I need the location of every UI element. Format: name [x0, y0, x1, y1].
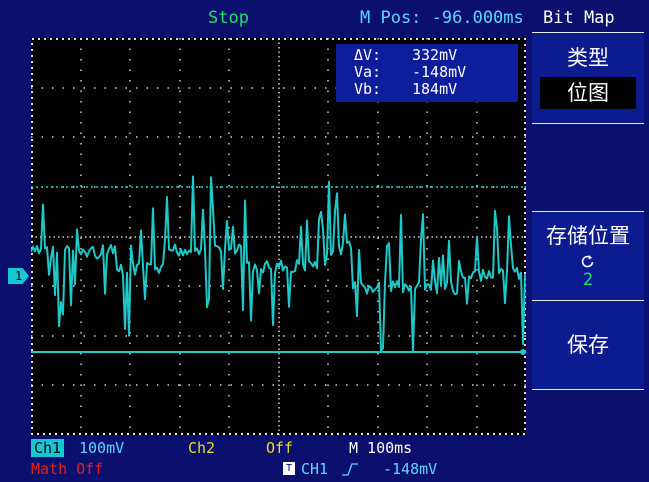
ch2-label[interactable]: Ch2 [188, 439, 216, 457]
delta-v-value: 332mV [412, 46, 458, 64]
va-label: Va: [354, 63, 382, 81]
cursor-readout: ΔV: 332mV Va: -148mV Vb: 184mV [336, 44, 518, 102]
gridlines [31, 38, 526, 435]
graticule [31, 38, 526, 435]
top-bar: Stop M Pos: -96.000ms Bit Map [0, 0, 649, 34]
trigger-level: -148mV [383, 460, 438, 478]
trigger-source: CH1 [301, 460, 329, 478]
cursor-va-handle[interactable] [520, 349, 526, 355]
ch2-state: Off [266, 439, 294, 457]
refresh-icon [581, 255, 594, 268]
menu-type[interactable]: 类型 位图 [532, 32, 644, 124]
save-button[interactable]: 保存 [532, 300, 644, 390]
status-bar: Ch1 100mV Ch2 Off M 100ms Math Off T CH1… [31, 438, 526, 482]
vb-label: Vb: [354, 80, 382, 98]
trigger-icon: T [283, 462, 295, 475]
menu-title: Bit Map [543, 8, 615, 28]
storage-value: 2 [582, 270, 594, 290]
storage-label: 存储位置 [546, 224, 630, 248]
menu-storage-location[interactable]: 存储位置 2 [532, 211, 644, 301]
menu-type-label: 类型 [567, 46, 609, 70]
rising-edge-icon [342, 463, 358, 476]
ch1-trace [31, 175, 526, 353]
save-label: 保存 [567, 333, 609, 357]
ch1-label[interactable]: Ch1 [31, 439, 65, 457]
ch1-level-marker[interactable]: 1 [8, 268, 29, 284]
timebase: M 100ms [349, 439, 413, 457]
va-value: -148mV [412, 63, 467, 81]
delta-v-label: ΔV: [354, 46, 382, 64]
ch1-scale: 100mV [79, 439, 125, 457]
vb-value: 184mV [412, 80, 458, 98]
memory-position: M Pos: -96.000ms [360, 8, 524, 28]
run-state[interactable]: Stop [208, 8, 249, 28]
menu-type-value: 位图 [540, 77, 636, 109]
softkey-menu: 类型 位图 存储位置 2 保存 [532, 32, 644, 390]
math-status[interactable]: Math Off [31, 460, 104, 478]
waveform-display: ΔV: 332mV Va: -148mV Vb: 184mV [31, 38, 526, 435]
